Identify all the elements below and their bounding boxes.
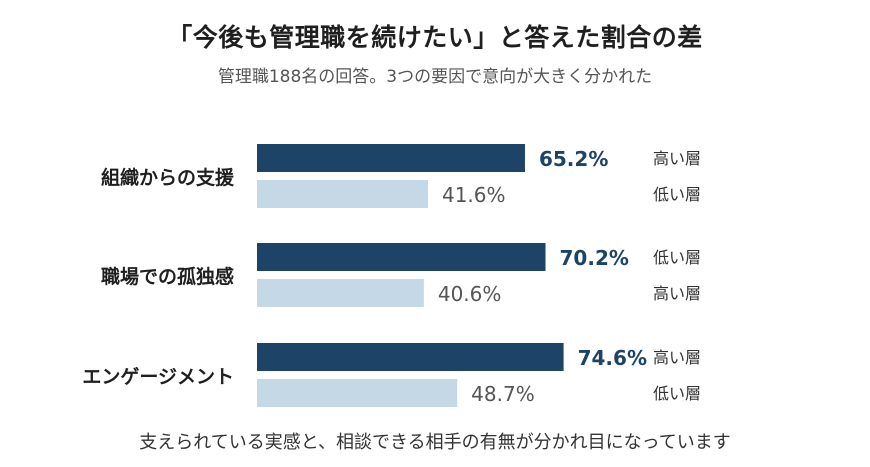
bar-2-1 xyxy=(257,379,458,407)
bar-0-1 xyxy=(257,180,428,208)
category-label-2: エンゲージメント xyxy=(82,366,234,388)
group-label-1-0: 低い層 xyxy=(653,248,701,267)
bar-1-1 xyxy=(257,279,424,307)
value-label-1-1: 40.6% xyxy=(438,282,502,306)
category-label-0: 組織からの支援 xyxy=(101,166,235,189)
chart-title: 「今後も管理職を続けたい」と答えた割合の差 xyxy=(167,23,703,52)
category-label-1: 職場での孤独感 xyxy=(101,265,234,288)
group-label-2-1: 低い層 xyxy=(653,384,701,403)
group-label-2-0: 高い層 xyxy=(653,348,701,367)
chart-subtitle: 管理職188名の回答。3つの要因で意向が大きく分かれた xyxy=(217,67,653,87)
value-label-0-1: 41.6% xyxy=(442,183,506,207)
group-label-1-1: 高い層 xyxy=(653,284,701,303)
bar-0-0 xyxy=(257,144,525,172)
value-label-1-0: 70.2% xyxy=(560,246,629,270)
value-label-2-1: 48.7% xyxy=(471,382,535,406)
value-label-0-0: 65.2% xyxy=(539,147,608,171)
chart-footer: 支えられている実感と、相談できる相手の有無が分かれ目になっています xyxy=(139,432,731,453)
bar-2-0 xyxy=(257,343,564,371)
group-label-0-1: 低い層 xyxy=(653,185,701,204)
value-label-2-0: 74.6% xyxy=(578,346,647,370)
group-label-0-0: 高い層 xyxy=(653,149,701,168)
bar-1-0 xyxy=(257,243,546,271)
